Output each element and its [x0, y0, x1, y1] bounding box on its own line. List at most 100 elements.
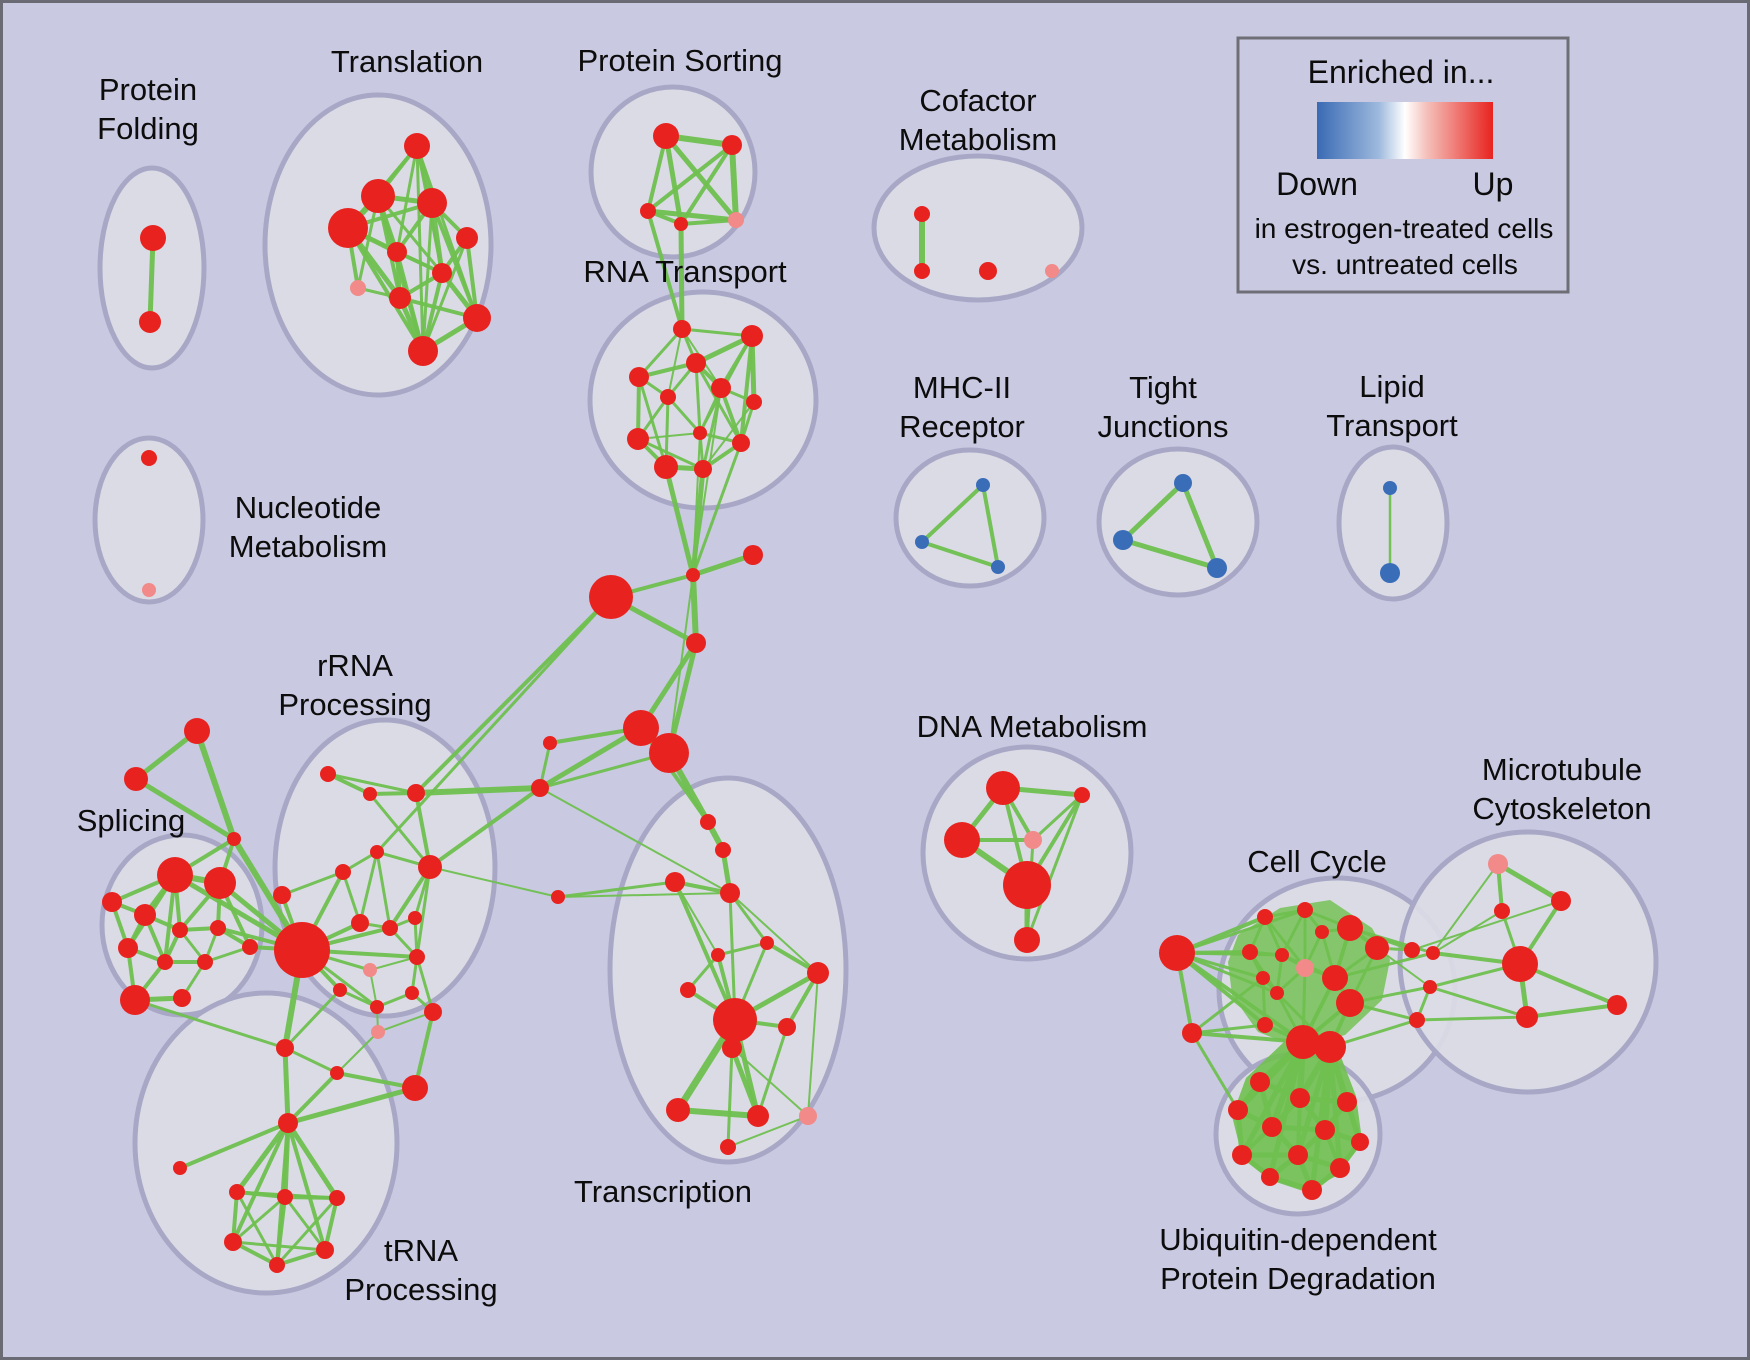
gene-set-node-up: [1256, 971, 1270, 985]
gene-set-node-up: [914, 206, 930, 222]
edge: [1190, 1032, 1240, 1111]
gene-set-node-up: [986, 771, 1020, 805]
edge: [285, 1121, 340, 1200]
gene-set-node-up: [124, 767, 148, 791]
edge: [234, 1121, 291, 1194]
cluster-ellipse-mhc-ii-receptor: [893, 447, 1047, 589]
edge: [729, 1047, 761, 1117]
gene-set-node-up: [741, 325, 763, 347]
legend: Enriched in... Down Up in estrogen-treated …: [1236, 36, 1570, 294]
edge: [692, 387, 722, 576]
edge: [728, 892, 769, 944]
legend-title: Enriched in...: [1308, 54, 1495, 90]
gene-set-node-up: [1182, 1023, 1202, 1043]
edge: [663, 135, 684, 225]
cluster-label-rrna-processing: Processing: [278, 687, 431, 722]
gene-set-node-up: [1288, 1145, 1308, 1165]
gene-set-node-up: [456, 227, 478, 249]
gene-set-node-up: [1516, 1006, 1538, 1028]
gene-set-node-up: [370, 1000, 384, 1014]
gene-set-node-up: [694, 460, 712, 478]
gene-set-node-down: [1383, 481, 1397, 495]
edge: [375, 595, 613, 854]
edge: [727, 1115, 809, 1148]
gene-set-node-up: [1607, 995, 1627, 1015]
edge: [690, 574, 699, 644]
gene-set-node-up: [1404, 942, 1420, 958]
gene-set-node-up: [463, 304, 491, 332]
cluster-label-protein-folding: Protein: [99, 72, 197, 107]
edge: [637, 376, 668, 468]
edge: [429, 866, 559, 898]
edge: [1176, 908, 1306, 955]
edge: [414, 595, 613, 795]
cluster-ellipse-lipid-transport: [1336, 444, 1450, 602]
gene-set-node-up: [713, 998, 757, 1042]
gene-set-node-up: [1159, 935, 1195, 971]
gene-set-node-up: [402, 1075, 428, 1101]
gene-set-node-up: [686, 633, 706, 653]
gene-set-node-up: [720, 1139, 736, 1155]
gene-set-node-up: [1228, 1100, 1248, 1120]
gene-set-node-up: [722, 135, 742, 155]
gene-set-node-up: [407, 784, 425, 802]
cluster-label-mhc-ii-receptor: MHC-II: [913, 370, 1011, 405]
gene-set-node-up-weak: [371, 1025, 385, 1039]
edge: [282, 1047, 291, 1124]
cluster-ellipse-tight-junctions: [1096, 446, 1260, 598]
gene-set-node-up: [1261, 1168, 1279, 1186]
edge: [726, 1047, 734, 1148]
gene-set-node-up: [141, 450, 157, 466]
gene-set-node-up: [686, 353, 706, 373]
gene-set-node-up: [760, 936, 774, 950]
gene-set-node-up-weak: [1488, 854, 1508, 874]
edge: [377, 1011, 434, 1033]
edge: [731, 1047, 809, 1117]
gene-set-node-up: [747, 1105, 769, 1127]
gene-set-node-up: [531, 779, 549, 797]
edge: [647, 208, 737, 223]
edge: [336, 1071, 416, 1090]
edge: [663, 466, 696, 576]
gene-set-node-up: [210, 920, 226, 936]
edge: [681, 327, 753, 338]
cluster-ellipse-cofactor-metabolism: [871, 153, 1085, 303]
edge: [678, 223, 685, 330]
edge: [232, 1195, 286, 1244]
gene-set-node-up: [1275, 948, 1289, 962]
gene-set-node-up: [1315, 1120, 1335, 1140]
cluster-label-microtubule-cytoskeleton: Microtubule: [1482, 752, 1642, 787]
edge: [415, 956, 435, 1013]
gene-set-node-up: [382, 920, 398, 936]
gene-set-node-up: [370, 845, 384, 859]
gene-set-node-up: [700, 814, 716, 830]
gene-set-node-up: [351, 914, 369, 932]
legend-gradient-bar: [1317, 102, 1493, 159]
edge: [1122, 537, 1218, 571]
gene-set-node-up-weak: [799, 1107, 817, 1125]
gene-set-node-up: [278, 1113, 298, 1133]
edge: [739, 335, 754, 444]
edge: [179, 1121, 289, 1170]
gene-set-node-up: [335, 864, 351, 880]
gene-set-node-up: [134, 904, 156, 926]
edge: [375, 851, 392, 929]
edge: [694, 362, 702, 434]
gene-set-node-up: [276, 1039, 294, 1057]
gene-set-node-up: [589, 575, 633, 619]
edge: [415, 866, 432, 958]
gene-set-node-up: [333, 983, 347, 997]
gene-set-node-up-weak: [1296, 959, 1314, 977]
edge: [1121, 481, 1185, 542]
gene-set-node-up: [1242, 944, 1258, 960]
gene-set-node-up: [551, 890, 565, 904]
gene-set-node-up: [1286, 1025, 1320, 1059]
gene-set-node-up: [693, 426, 707, 440]
cluster-label-protein-folding: Folding: [97, 111, 199, 146]
gene-set-node-up: [711, 948, 725, 962]
gene-set-node-up: [1297, 902, 1313, 918]
cluster-label-rrna-processing: rRNA: [317, 648, 393, 683]
gene-set-node-up: [320, 766, 336, 782]
edge: [729, 892, 819, 974]
cluster-label-nucleotide-metabolism: Nucleotide: [235, 490, 381, 525]
